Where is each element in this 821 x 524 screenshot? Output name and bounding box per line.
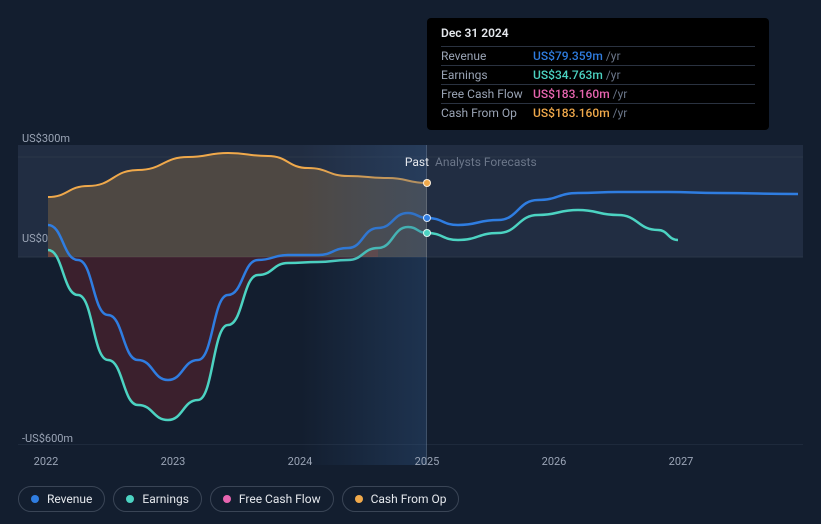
legend: Revenue Earnings Free Cash Flow Cash From O… bbox=[18, 486, 459, 512]
legend-dot bbox=[126, 495, 134, 503]
tooltip-row: EarningsUS$34.763m/yr bbox=[441, 65, 755, 84]
chart: Past Analysts Forecasts US$300m US$0 -US$6… bbox=[18, 120, 803, 445]
tooltip-suffix: /yr bbox=[613, 87, 628, 101]
tooltip-label: Revenue bbox=[441, 49, 533, 63]
legend-dot bbox=[223, 495, 231, 503]
x-axis-label: 2025 bbox=[415, 455, 440, 468]
tooltip-suffix: /yr bbox=[606, 68, 621, 82]
x-axis-label: 2026 bbox=[542, 455, 567, 468]
tooltip-date: Dec 31 2024 bbox=[441, 26, 755, 40]
x-axis-label: 2022 bbox=[34, 455, 59, 468]
x-axis-label: 2024 bbox=[288, 455, 313, 468]
marker bbox=[423, 214, 431, 222]
legend-label: Revenue bbox=[47, 492, 92, 506]
tooltip-suffix: /yr bbox=[613, 106, 628, 120]
tooltip: Dec 31 2024 RevenueUS$79.359m/yrEarnings… bbox=[427, 18, 769, 130]
y-axis-label: US$0 bbox=[22, 232, 48, 245]
tooltip-suffix: /yr bbox=[606, 49, 621, 63]
tooltip-row: RevenueUS$79.359m/yr bbox=[441, 46, 755, 65]
tooltip-label: Earnings bbox=[441, 68, 533, 82]
x-axis-label: 2023 bbox=[161, 455, 186, 468]
tooltip-value: US$34.763m bbox=[533, 68, 603, 82]
tooltip-value: US$79.359m bbox=[533, 49, 603, 63]
x-axis-label: 2027 bbox=[669, 455, 694, 468]
legend-item-cash-from-op[interactable]: Cash From Op bbox=[342, 486, 460, 512]
legend-label: Cash From Op bbox=[371, 492, 447, 506]
tooltip-row: Free Cash FlowUS$183.160m/yr bbox=[441, 84, 755, 103]
legend-dot bbox=[355, 495, 363, 503]
forecast-label: Analysts Forecasts bbox=[435, 155, 537, 169]
y-axis-label: -US$600m bbox=[22, 432, 73, 445]
legend-label: Free Cash Flow bbox=[239, 492, 321, 506]
tooltip-value: US$183.160m bbox=[533, 106, 610, 120]
past-label: Past bbox=[405, 155, 429, 169]
legend-label: Earnings bbox=[142, 492, 189, 506]
tooltip-label: Free Cash Flow bbox=[441, 87, 533, 101]
marker bbox=[423, 229, 431, 237]
marker bbox=[423, 179, 431, 187]
y-axis-label: US$300m bbox=[22, 132, 70, 145]
legend-item-earnings[interactable]: Earnings bbox=[113, 486, 202, 512]
tooltip-label: Cash From Op bbox=[441, 106, 533, 120]
legend-item-revenue[interactable]: Revenue bbox=[18, 486, 105, 512]
cursor-line bbox=[426, 145, 427, 465]
legend-item-free-cash-flow[interactable]: Free Cash Flow bbox=[210, 486, 334, 512]
tooltip-value: US$183.160m bbox=[533, 87, 610, 101]
legend-dot bbox=[31, 495, 39, 503]
